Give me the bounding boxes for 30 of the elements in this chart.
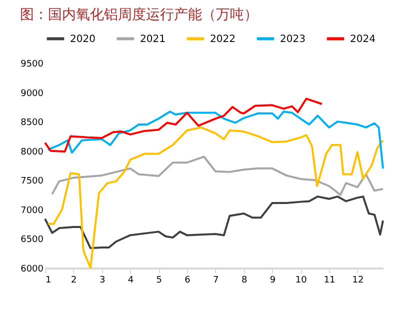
legend-label: 2021: [140, 34, 166, 45]
line-series: [44, 196, 384, 250]
line-series: [46, 110, 384, 170]
legend-label: 2023: [280, 34, 306, 45]
y-tick-label: 9500: [20, 60, 44, 70]
x-tick-label: 10: [295, 276, 308, 286]
y-tick-label: 8500: [20, 118, 44, 128]
line-series: [44, 98, 323, 152]
y-tick-label: 6000: [20, 264, 44, 274]
x-tick-label: 3: [99, 276, 106, 286]
x-tick-label: 8: [241, 276, 248, 286]
x-tick-label: 1: [46, 276, 52, 286]
x-tick-label: 9: [270, 276, 276, 286]
y-tick-label: 6500: [20, 235, 44, 246]
x-tick-label: 7: [213, 276, 219, 286]
x-tick-label: 11: [324, 276, 336, 286]
x-tick-label: 6: [184, 276, 191, 286]
legend-label: 2024: [350, 34, 376, 45]
y-tick-label: 9000: [20, 88, 44, 99]
x-tick-label: 5: [156, 276, 162, 286]
legend-label: 2022: [210, 34, 236, 45]
y-tick-label: 7500: [20, 176, 44, 187]
y-tick-label: 7000: [20, 206, 44, 216]
legend-label: 2020: [70, 34, 96, 45]
x-tick-label: 12: [352, 276, 364, 286]
x-tick-label: 4: [128, 276, 134, 286]
x-tick-label: 2: [71, 276, 77, 286]
chart-title: 图：国内氧化铝周度运行产能（万吨）: [20, 7, 258, 23]
line-series: [51, 156, 384, 196]
y-tick-label: 8000: [20, 147, 44, 158]
